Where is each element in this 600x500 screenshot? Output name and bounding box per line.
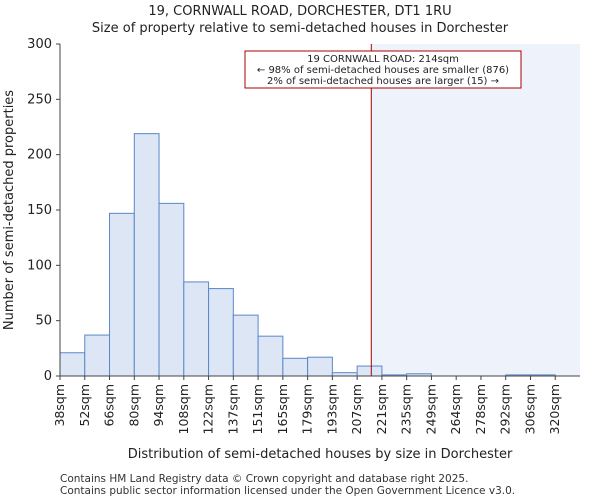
- y-tick-label: 250: [27, 92, 52, 107]
- histogram-bar: [158, 202, 185, 377]
- y-tick-label: 100: [27, 258, 52, 273]
- x-tick-label: 221sqm: [374, 384, 389, 434]
- y-tick-label: 150: [27, 203, 52, 218]
- x-tick-label: 122sqm: [201, 384, 216, 434]
- x-tick-label: 108sqm: [176, 384, 191, 434]
- x-tick-label: 179sqm: [300, 384, 315, 434]
- histogram-bar: [109, 212, 135, 377]
- x-axis-label: Distribution of semi-detached houses by …: [128, 447, 513, 462]
- x-tick-label: 306sqm: [522, 384, 537, 434]
- y-tick-label: 50: [35, 314, 52, 329]
- annotation-line-1: 19 CORNWALL ROAD: 214sqm: [307, 54, 459, 65]
- chart-title-address: 19, CORNWALL ROAD, DORCHESTER, DT1 1RU: [148, 4, 452, 19]
- y-tick-label: 300: [27, 37, 52, 52]
- x-tick-label: 235sqm: [399, 384, 414, 434]
- histogram-bar: [208, 288, 234, 377]
- x-tick-label: 207sqm: [349, 384, 364, 434]
- histogram-bar: [257, 335, 284, 377]
- chart-title: Size of property relative to semi-detach…: [91, 21, 509, 36]
- histogram-bar: [133, 133, 160, 377]
- x-tick-label: 320sqm: [547, 384, 562, 434]
- y-tick-label: 200: [27, 148, 52, 163]
- x-tick-label: 66sqm: [102, 384, 117, 427]
- x-tick-label: 193sqm: [324, 384, 339, 434]
- histogram-bar: [282, 357, 309, 377]
- x-tick-label: 151sqm: [250, 384, 265, 434]
- x-tick-label: 165sqm: [275, 384, 290, 434]
- y-tick-label: 0: [44, 369, 52, 384]
- x-tick-label: 292sqm: [498, 384, 513, 434]
- x-tick-label: 278sqm: [473, 384, 488, 434]
- y-axis-label: Number of semi-detached properties: [2, 90, 17, 330]
- histogram-bar: [84, 334, 111, 377]
- footer-copyright: Contains HM Land Registry data © Crown c…: [60, 473, 469, 485]
- histogram-bar: [356, 365, 383, 377]
- annotation-line-2: ← 98% of semi-detached houses are smalle…: [257, 65, 509, 76]
- x-tick-label: 264sqm: [448, 384, 463, 434]
- histogram-bar: [183, 281, 210, 377]
- x-tick-label: 249sqm: [423, 384, 438, 434]
- histogram-bar: [232, 314, 259, 377]
- x-tick-label: 38sqm: [52, 384, 67, 427]
- x-tick-label: 137sqm: [225, 384, 240, 434]
- histogram-bar: [59, 352, 86, 377]
- annotation-box: [244, 50, 522, 89]
- x-tick-label: 94sqm: [151, 384, 166, 427]
- x-tick-label: 80sqm: [126, 384, 141, 427]
- x-tick-label: 52sqm: [77, 384, 92, 427]
- histogram-bar: [307, 356, 333, 377]
- larger-region-highlight: [371, 44, 580, 376]
- annotation-line-3: 2% of semi-detached houses are larger (1…: [267, 76, 499, 87]
- footer-licence: Contains public sector information licen…: [60, 485, 516, 497]
